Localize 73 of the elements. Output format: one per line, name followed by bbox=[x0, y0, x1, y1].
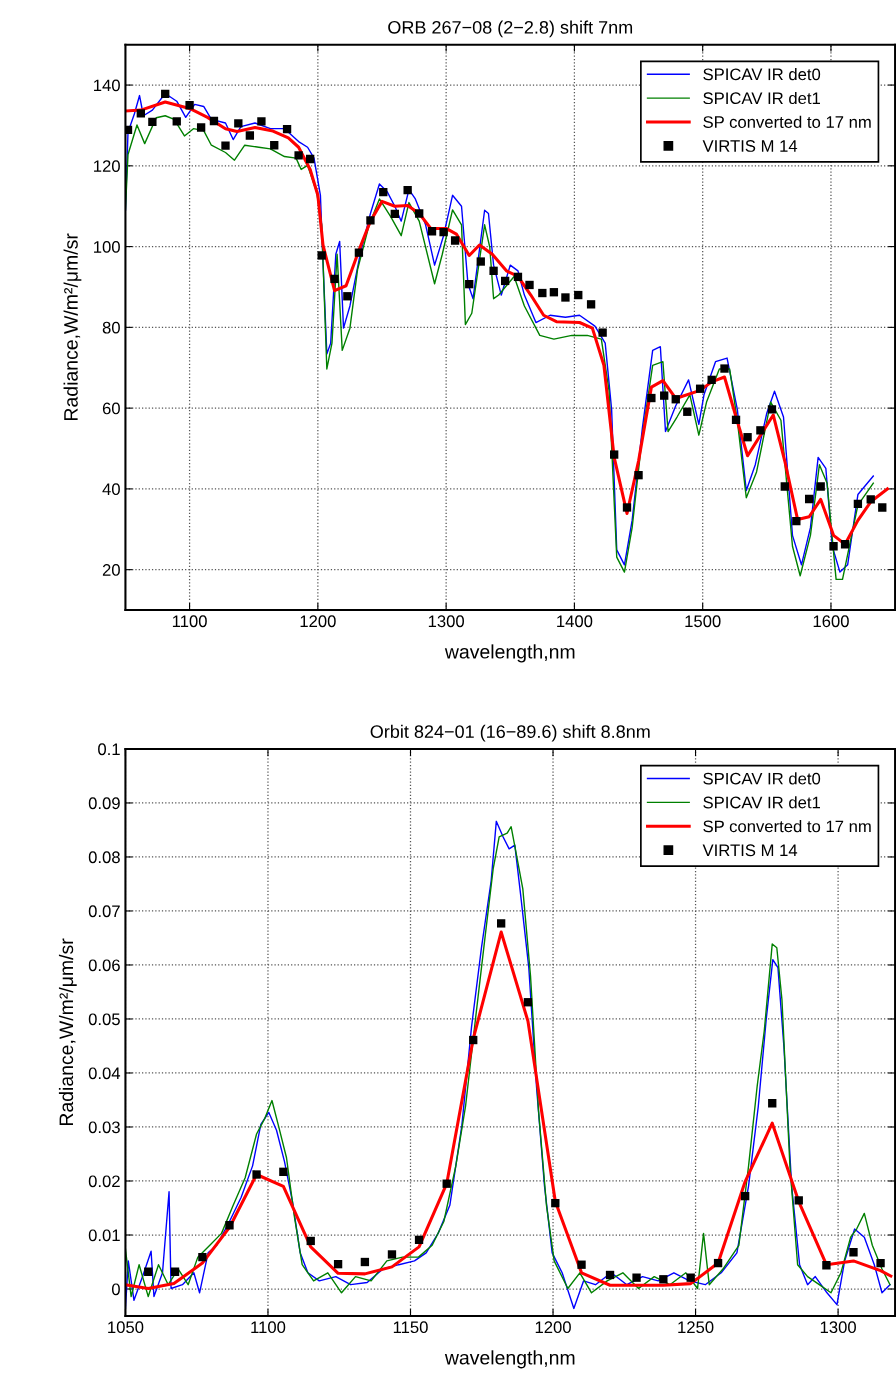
legend-label: SP converted to 17 nm bbox=[703, 115, 871, 128]
y-tick-label: 0.07 bbox=[88, 905, 120, 918]
x-tick-label: 1250 bbox=[678, 1321, 714, 1334]
x-tick-label: 1300 bbox=[428, 615, 465, 628]
x-tick-label: 1500 bbox=[685, 615, 721, 628]
chart-title: Orbit 824−01 (16−89.6) shift 8.8nm bbox=[370, 724, 650, 742]
y-tick-label: 0.05 bbox=[88, 1013, 120, 1026]
point bbox=[577, 1260, 586, 1269]
point bbox=[252, 1170, 261, 1179]
y-tick-label: 120 bbox=[94, 160, 120, 173]
legend-label: SPICAV IR det1 bbox=[703, 91, 820, 105]
x-tick-label: 1400 bbox=[557, 615, 593, 628]
x-tick-label: 1600 bbox=[813, 615, 849, 628]
point bbox=[333, 1260, 343, 1269]
point bbox=[794, 1196, 803, 1205]
point bbox=[713, 1258, 723, 1268]
point bbox=[523, 998, 533, 1007]
y-tick-label: 40 bbox=[102, 483, 120, 496]
point bbox=[306, 1236, 315, 1246]
x-tick-label: 1200 bbox=[300, 615, 336, 628]
chart-title: ORB 267−08 (2−2.8) shift 7nm bbox=[388, 20, 633, 38]
point bbox=[686, 1273, 695, 1282]
legend-label: SPICAV IR det0 bbox=[703, 68, 821, 81]
x-axis-title: wavelength,nm bbox=[444, 644, 575, 663]
point bbox=[279, 1167, 288, 1176]
x-tick-label: 1300 bbox=[820, 1321, 856, 1334]
legend-label: SPICAV IR det0 bbox=[703, 772, 821, 785]
point bbox=[876, 1258, 885, 1268]
x-axis-title: wavelength,nm bbox=[444, 1350, 575, 1369]
point bbox=[198, 1252, 207, 1262]
point bbox=[551, 1198, 560, 1208]
y-tick-label: 0.04 bbox=[88, 1067, 121, 1080]
legend-label: SPICAV IR det1 bbox=[703, 796, 820, 809]
point bbox=[632, 1273, 641, 1282]
line-series bbox=[125, 930, 893, 1290]
y-tick-label: 140 bbox=[94, 79, 120, 92]
point bbox=[849, 1248, 858, 1257]
legend-label: VIRTIS M 14 bbox=[702, 844, 798, 857]
y-tick-label: 20 bbox=[102, 564, 120, 576]
point bbox=[170, 1267, 180, 1276]
point bbox=[659, 1275, 668, 1284]
point bbox=[387, 1250, 397, 1259]
point bbox=[360, 1257, 370, 1267]
point bbox=[605, 1270, 615, 1280]
x-tick-label: 1200 bbox=[535, 1321, 571, 1334]
x-tick-label: 1150 bbox=[393, 1321, 428, 1334]
point bbox=[741, 1191, 750, 1201]
y-tick-label: 80 bbox=[102, 321, 120, 334]
x-tick-label: 1050 bbox=[108, 1321, 144, 1334]
y-tick-label: 0.03 bbox=[88, 1121, 120, 1134]
point bbox=[469, 1035, 478, 1045]
legend-label: VIRTIS M 14 bbox=[702, 140, 798, 152]
point bbox=[414, 1235, 424, 1245]
y-tick-label: 0.08 bbox=[88, 851, 120, 864]
y-tick-label: 0.06 bbox=[88, 959, 120, 972]
y-axis-title: Radiance,W/m²/μm/sr bbox=[63, 233, 82, 420]
y-tick-label: 0 bbox=[111, 1283, 120, 1296]
legend-label: SP converted to 17 nm bbox=[703, 820, 871, 833]
point bbox=[442, 1179, 451, 1188]
point bbox=[225, 1221, 234, 1230]
y-tick-label: 0.1 bbox=[98, 743, 120, 756]
point bbox=[768, 1099, 777, 1108]
x-tick-label: 1100 bbox=[251, 1321, 286, 1334]
y-tick-label: 60 bbox=[102, 402, 120, 415]
y-tick-label: 0.02 bbox=[88, 1175, 120, 1188]
point bbox=[496, 919, 506, 928]
y-tick-label: 100 bbox=[94, 240, 120, 253]
x-tick-label: 1100 bbox=[172, 615, 207, 628]
point bbox=[144, 1267, 153, 1276]
point bbox=[822, 1261, 831, 1270]
y-tick-label: 0.09 bbox=[88, 797, 120, 810]
y-axis-title: Radiance,W/m²/μm/sr bbox=[58, 938, 77, 1126]
y-tick-label: 0.01 bbox=[88, 1229, 120, 1242]
